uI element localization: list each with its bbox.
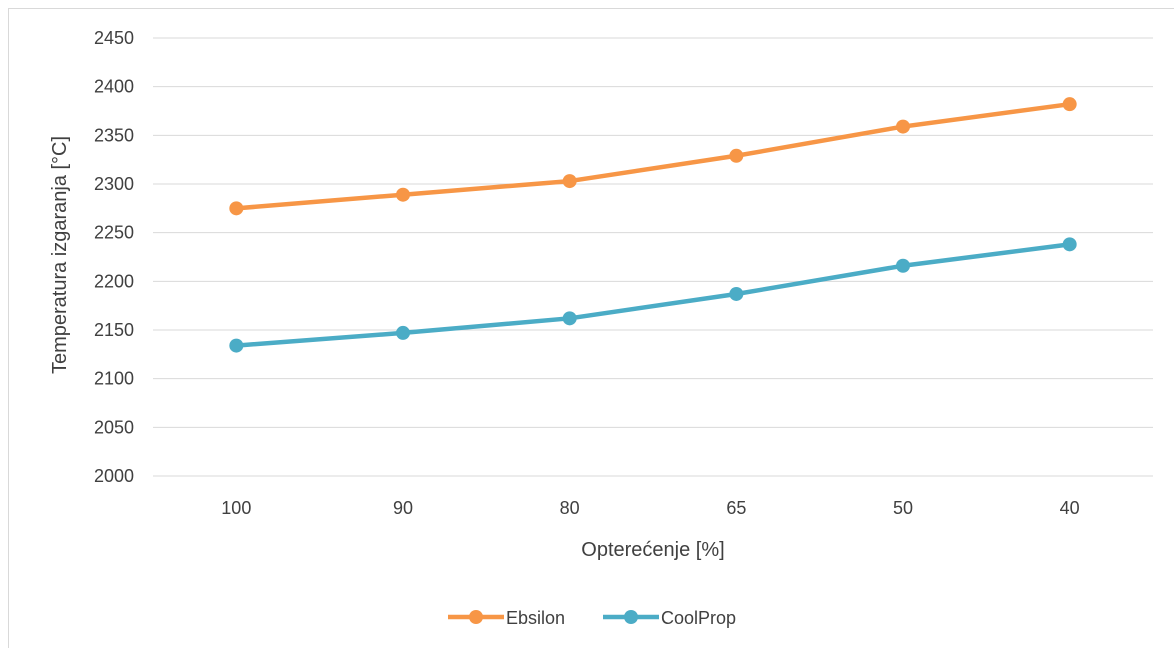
x-axis-label: Opterećenje [%] [581,539,724,561]
y-tick-label: 2100 [94,369,134,389]
legend-marker [624,610,638,624]
y-tick-label: 2200 [94,271,134,291]
y-tick-label: 2300 [94,174,134,194]
legend-item: Ebsilon [448,608,565,628]
legend-marker [469,610,483,624]
y-tick-label: 2350 [94,125,134,145]
legend-label: CoolProp [661,608,736,628]
x-tick-label: 65 [726,498,746,518]
series-coolprop [229,237,1077,353]
x-tick-label: 100 [221,498,251,518]
y-axis-label: Temperatura izgaranja [°C] [49,136,71,374]
data-point [896,119,910,134]
series-line [234,242,1072,348]
legend: Ebsilon CoolProp [448,608,736,628]
data-point [729,148,744,163]
gridlines [153,37,1153,477]
chart-frame [8,8,1174,648]
y-tick-labels: 2000 2050 2100 2150 2200 2250 2300 2350 2400 2450 [94,28,134,486]
legend-label: Ebsilon [506,608,565,628]
series-layer [229,97,1077,353]
y-tick-label: 2150 [94,320,134,340]
series-ebsilon [229,97,1077,216]
x-tick-label: 40 [1060,498,1080,518]
data-point [562,174,577,189]
data-point [1062,237,1077,252]
data-point [229,338,244,353]
x-tick-label: 90 [393,498,413,518]
data-point [396,325,410,340]
data-point [896,258,910,273]
data-point [396,187,410,202]
data-point [1062,97,1077,112]
x-tick-label: 80 [560,498,580,518]
x-tick-label: 50 [893,498,913,518]
y-tick-label: 2050 [94,417,134,437]
series-line [234,101,1072,211]
y-tick-label: 2250 [94,223,134,243]
data-point [729,286,744,301]
y-tick-label: 2400 [94,77,134,97]
y-tick-label: 2000 [94,466,134,486]
x-tick-labels: 100 90 80 65 50 40 [221,498,1079,518]
legend-item: CoolProp [603,608,736,628]
y-tick-label: 2450 [94,28,134,48]
data-point [562,311,577,326]
data-point [229,201,244,216]
